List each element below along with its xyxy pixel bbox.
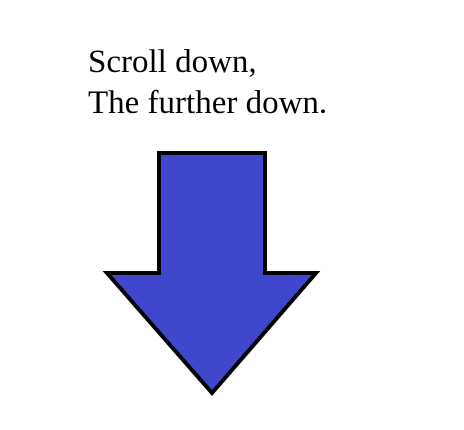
caption-text: Scroll down, The further down.	[88, 42, 327, 124]
caption-line-2: The further down.	[88, 85, 328, 121]
arrow-down-shape	[102, 151, 321, 397]
caption-line-1: Scroll down,	[88, 44, 257, 80]
